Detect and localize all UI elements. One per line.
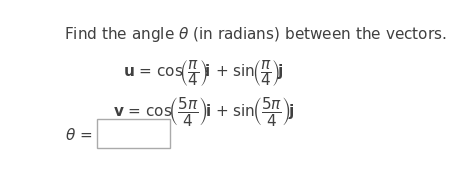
- Text: $\theta$ =: $\theta$ =: [65, 127, 92, 143]
- Text: $\mathbf{v}$ = cos$\!\left(\dfrac{5\pi}{4}\right)\!\mathbf{i}$ + sin$\!\left(\df: $\mathbf{v}$ = cos$\!\left(\dfrac{5\pi}{…: [113, 95, 294, 128]
- FancyBboxPatch shape: [97, 119, 170, 148]
- Text: $\mathbf{u}$ = cos$\!\left(\dfrac{\pi}{4}\right)\!\mathbf{i}$ + sin$\!\left(\dfr: $\mathbf{u}$ = cos$\!\left(\dfrac{\pi}{4…: [123, 58, 283, 88]
- Text: Find the angle $\theta$ (in radians) between the vectors.: Find the angle $\theta$ (in radians) bet…: [63, 25, 445, 44]
